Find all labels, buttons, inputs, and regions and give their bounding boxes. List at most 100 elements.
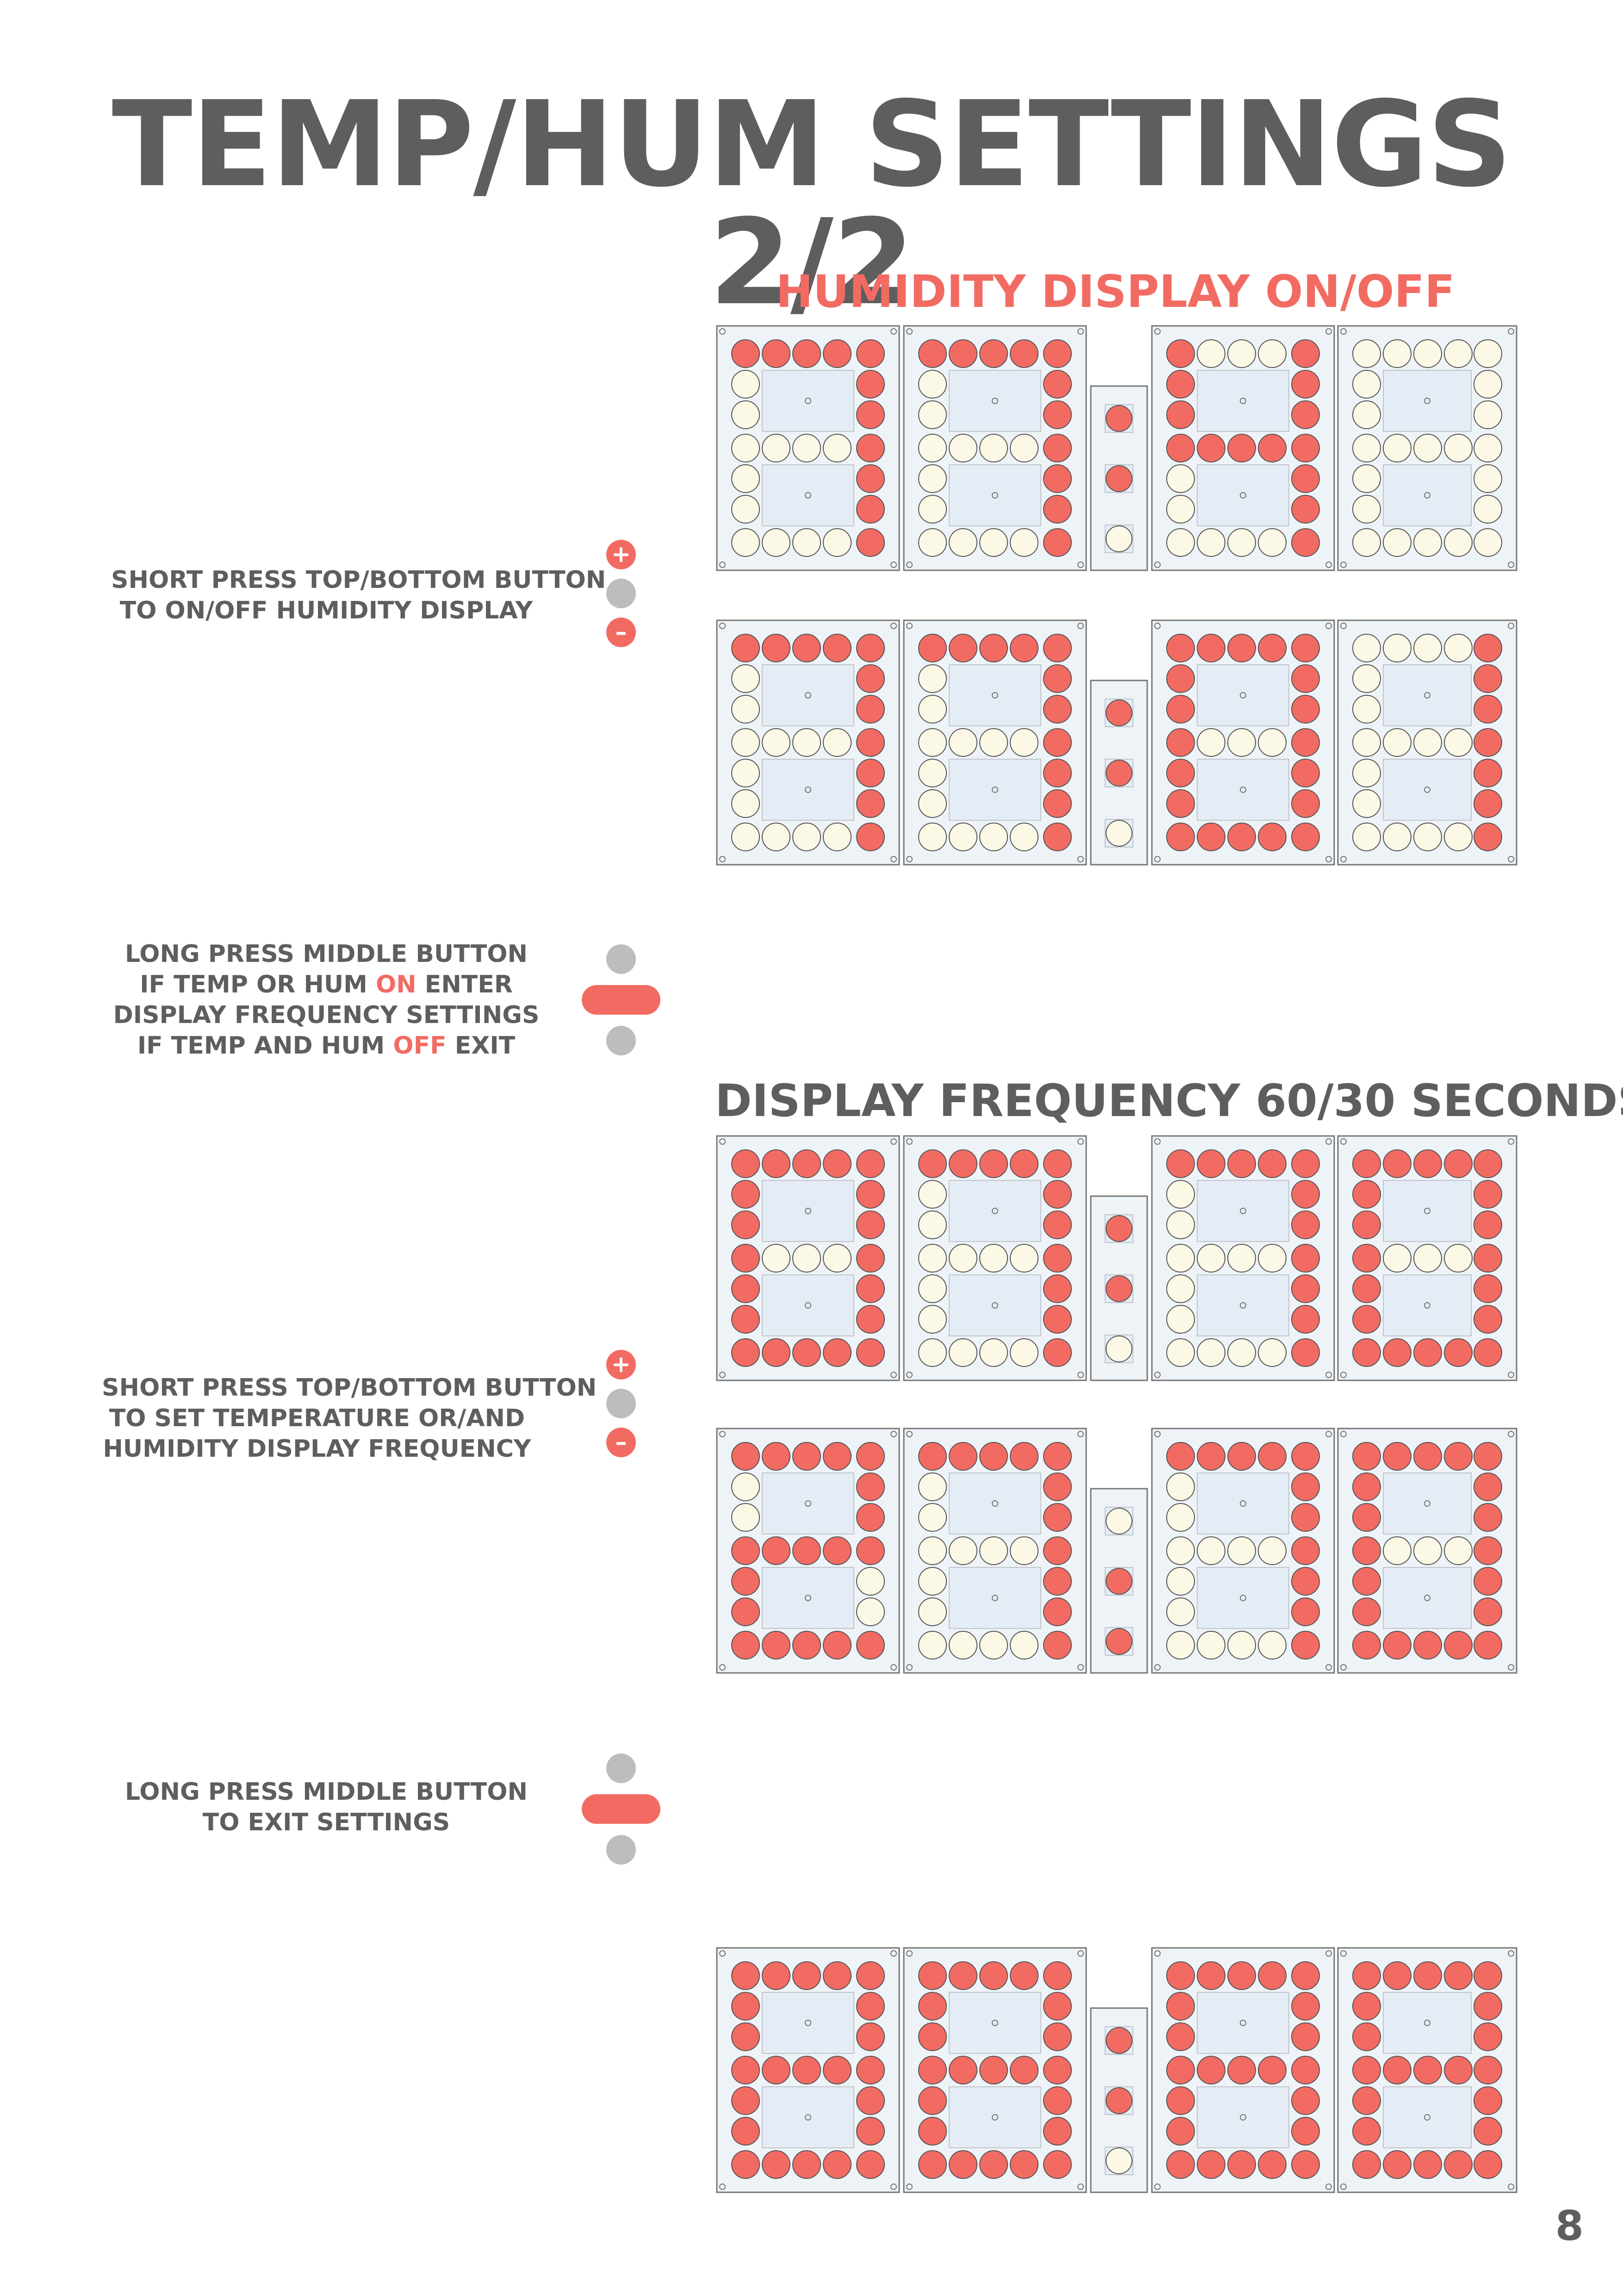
- led: [1166, 1961, 1195, 1990]
- digit-window: [1197, 464, 1289, 526]
- top-button-plus[interactable]: +: [606, 1350, 636, 1379]
- screw-hole: [1325, 2184, 1332, 2190]
- screw-hole: [1340, 328, 1347, 335]
- led: [1291, 2022, 1320, 2051]
- led: [856, 434, 885, 462]
- instruction-line: HUMIDITY DISPLAY FREQUENCY: [103, 1435, 531, 1463]
- led: [731, 1338, 760, 1367]
- led: [949, 1442, 977, 1471]
- led: [1166, 728, 1195, 757]
- led: [792, 339, 821, 368]
- top-button[interactable]: [606, 1753, 636, 1783]
- screw-hole: [890, 1372, 897, 1378]
- bottom-button-minus[interactable]: –: [606, 1428, 636, 1457]
- led: [1352, 1442, 1381, 1471]
- screw-hole: [719, 1950, 726, 1957]
- screw-hole: [1424, 692, 1430, 699]
- led: [823, 2150, 852, 2179]
- led: [823, 1244, 852, 1273]
- led: [1197, 1961, 1225, 1990]
- middle-button-long-press[interactable]: [582, 1794, 660, 1824]
- led: [1444, 434, 1473, 462]
- led: [1383, 823, 1412, 851]
- led: [1043, 1180, 1072, 1209]
- led: [856, 1961, 885, 1990]
- led: [1043, 2086, 1072, 2115]
- led: [1291, 434, 1320, 462]
- led: [1227, 1244, 1256, 1273]
- led: [1383, 634, 1412, 662]
- led: [856, 2117, 885, 2146]
- middle-button-long-press[interactable]: [582, 985, 660, 1015]
- led: [762, 2056, 790, 2084]
- screw-hole: [906, 856, 913, 862]
- led: [1166, 1631, 1195, 1660]
- led: [918, 2117, 947, 2146]
- top-button-plus[interactable]: +: [606, 540, 636, 569]
- screw-hole: [1340, 1138, 1347, 1145]
- bottom-button[interactable]: [606, 1026, 636, 1055]
- led: [1474, 2022, 1502, 2051]
- led: [1197, 1149, 1225, 1178]
- led: [731, 1567, 760, 1596]
- led: [1291, 1992, 1320, 2021]
- led: [1291, 2150, 1320, 2179]
- led: [731, 1597, 760, 1626]
- led: [1474, 1631, 1502, 1660]
- led: [856, 1244, 885, 1273]
- middle-button[interactable]: [606, 579, 636, 608]
- led: [1043, 2150, 1072, 2179]
- led: [1258, 1442, 1287, 1471]
- led: [918, 1244, 947, 1273]
- led: [1413, 1631, 1442, 1660]
- led: [1043, 495, 1072, 524]
- digit-window: [1197, 1274, 1289, 1336]
- screw-hole: [906, 328, 913, 335]
- led: [762, 1536, 790, 1565]
- led: [1383, 2150, 1412, 2179]
- led: [1227, 1442, 1256, 1471]
- led: [1352, 634, 1381, 662]
- screw-hole: [890, 1664, 897, 1671]
- led: [1166, 2150, 1195, 2179]
- led: [792, 1244, 821, 1273]
- led: [1474, 789, 1502, 818]
- led: [762, 823, 790, 851]
- led: [823, 634, 852, 662]
- led: [918, 823, 947, 851]
- top-button[interactable]: [606, 944, 636, 974]
- screw-hole: [805, 692, 811, 699]
- led: [731, 1305, 760, 1334]
- led: [1043, 370, 1072, 399]
- middle-button[interactable]: [606, 1389, 636, 1418]
- led: [1166, 2022, 1195, 2051]
- led: [1166, 495, 1195, 524]
- led: [1291, 728, 1320, 757]
- led: [1227, 1536, 1256, 1565]
- led: [1474, 1149, 1502, 1178]
- led: [918, 664, 947, 693]
- bottom-button-minus[interactable]: –: [606, 618, 636, 647]
- led-display-humidity-off: [716, 619, 1517, 866]
- led: [979, 1631, 1008, 1660]
- led-display-frequency-60: [716, 1135, 1517, 1381]
- screw-hole: [719, 856, 726, 862]
- led: [1106, 1508, 1132, 1535]
- led: [856, 634, 885, 662]
- led: [1258, 528, 1287, 557]
- screw-hole: [719, 623, 726, 629]
- screw-hole: [890, 1431, 897, 1437]
- led: [731, 1536, 760, 1565]
- led: [1043, 823, 1072, 851]
- led: [1258, 823, 1287, 851]
- screw-hole: [906, 1138, 913, 1145]
- digit-window: [1383, 370, 1472, 432]
- screw-hole: [1325, 623, 1332, 629]
- bottom-button[interactable]: [606, 1835, 636, 1865]
- led: [762, 728, 790, 757]
- digit-window: [1383, 1992, 1472, 2054]
- frequency-set-instruction: SHORT PRESS TOP/BOTTOM BUTTON TO SET TEM…: [102, 1373, 597, 1464]
- led: [731, 1503, 760, 1532]
- led: [731, 1992, 760, 2021]
- screw-hole: [719, 1431, 726, 1437]
